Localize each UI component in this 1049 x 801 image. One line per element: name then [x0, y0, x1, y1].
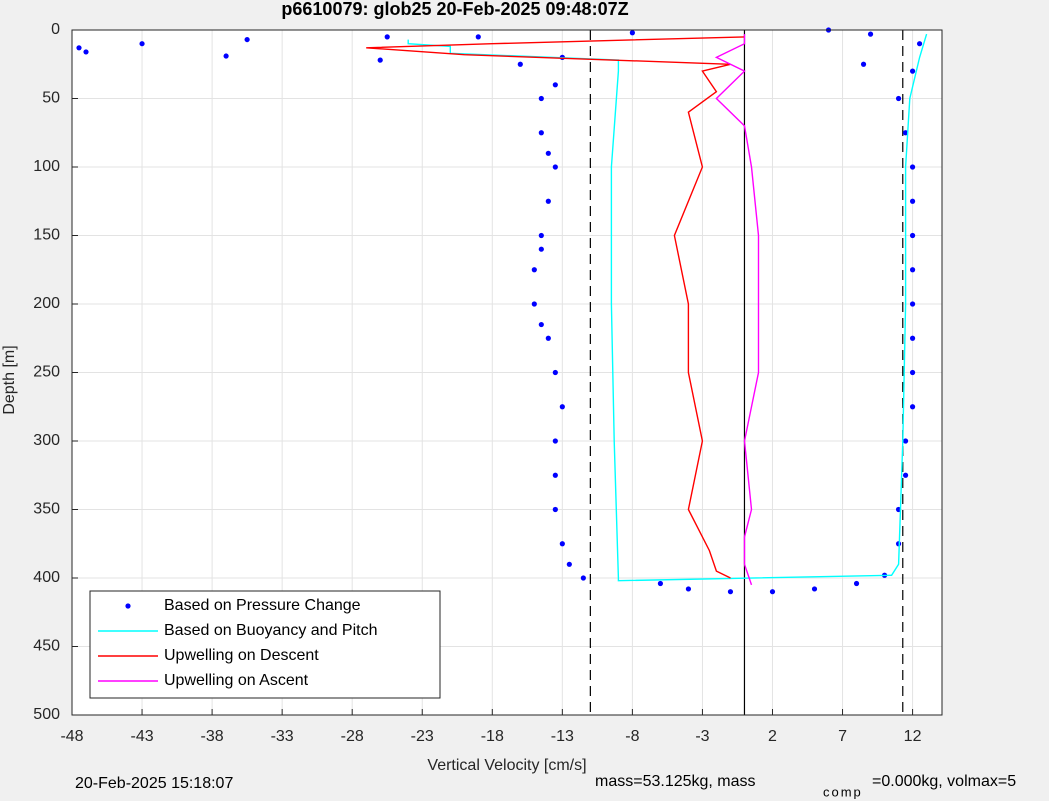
y-tick-label: 400: [33, 569, 60, 586]
data-point: [538, 246, 544, 252]
x-axis-label: Vertical Velocity [cm/s]: [427, 757, 586, 774]
data-point: [545, 198, 551, 204]
data-point: [867, 31, 874, 37]
x-tick-label: -43: [130, 728, 153, 745]
chart-title: p6610079: glob25 20-Feb-2025 09:48:07Z: [281, 0, 628, 19]
x-tick-label: 7: [838, 728, 847, 745]
data-point: [559, 404, 565, 410]
data-point: [538, 232, 544, 239]
data-point: [223, 53, 229, 59]
y-tick-label: 350: [33, 501, 60, 518]
data-point: [916, 41, 923, 47]
x-tick-label: -28: [341, 728, 364, 745]
data-point: [580, 575, 586, 581]
data-point: [895, 95, 902, 102]
data-point: [909, 369, 916, 376]
data-point: [552, 82, 558, 88]
data-point: [902, 472, 909, 478]
x-tick-label: -33: [271, 728, 294, 745]
y-tick-label: 150: [33, 227, 60, 244]
legend-label: Based on Buoyancy and Pitch: [164, 622, 377, 639]
data-point: [552, 164, 558, 170]
data-point: [552, 438, 558, 444]
x-tick-label: -8: [625, 728, 639, 745]
data-point: [83, 49, 89, 55]
data-point: [909, 232, 916, 239]
footer-timestamp: 20-Feb-2025 15:18:07: [75, 775, 233, 792]
data-line: [366, 36, 745, 579]
data-point: [769, 589, 776, 595]
data-point: [685, 586, 692, 592]
footer-subscript: comp: [823, 784, 863, 799]
data-point: [538, 95, 544, 102]
data-point: [377, 57, 383, 63]
y-tick-label: 200: [33, 295, 60, 312]
data-point: [909, 267, 916, 273]
x-tick-label: -18: [481, 728, 504, 745]
data-point: [909, 335, 916, 341]
legend-label: Based on Pressure Change: [164, 597, 361, 614]
data-point: [909, 301, 916, 307]
data-line: [714, 34, 760, 586]
data-point: [811, 586, 818, 592]
legend-symbol: [125, 603, 131, 609]
x-tick-label: -23: [411, 728, 434, 745]
y-axis-label: Depth [m]: [1, 345, 18, 414]
data-point: [531, 301, 537, 307]
y-tick-label: 100: [33, 158, 60, 175]
data-point: [902, 438, 909, 444]
data-point: [860, 61, 867, 67]
data-point: [909, 164, 916, 170]
data-point: [566, 561, 572, 567]
data-point: [552, 472, 558, 478]
data-point: [909, 198, 916, 204]
data-point: [727, 589, 734, 595]
data-point: [902, 130, 909, 136]
x-tick-label: 12: [904, 728, 922, 745]
data-point: [657, 580, 664, 587]
data-point: [853, 580, 860, 587]
x-tick-label: 2: [768, 728, 777, 745]
y-tick-label: 300: [33, 432, 60, 449]
x-tick-label: -48: [60, 728, 83, 745]
data-point: [244, 36, 250, 43]
data-point: [629, 30, 635, 36]
data-point: [909, 68, 916, 74]
x-tick-label: -38: [201, 728, 224, 745]
legend-box: [89, 590, 441, 699]
legend-label: Upwelling on Descent: [164, 647, 319, 664]
legend-label: Upwelling on Ascent: [164, 672, 309, 689]
y-tick-label: 0: [51, 21, 60, 38]
data-point: [545, 335, 551, 341]
data-point: [538, 321, 544, 328]
y-tick-label: 450: [33, 638, 60, 655]
data-point: [538, 130, 544, 136]
data-point: [552, 369, 558, 376]
axes-box: [71, 29, 943, 716]
y-tick-label: 500: [33, 706, 60, 723]
x-tick-label: -13: [551, 728, 574, 745]
y-tick-label: 50: [42, 90, 60, 107]
data-point: [909, 404, 916, 410]
x-tick-label: -3: [695, 728, 709, 745]
data-point: [559, 541, 565, 547]
data-point: [384, 34, 390, 40]
data-point: [552, 506, 558, 513]
data-point: [531, 267, 537, 273]
footer-mass-rest: =0.000kg, volmax=5: [872, 773, 1016, 790]
data-point: [475, 34, 481, 40]
y-tick-label: 250: [33, 364, 60, 381]
data-point: [139, 41, 145, 47]
data-point: [545, 150, 551, 156]
data-point: [76, 45, 82, 51]
data-point: [517, 61, 523, 67]
footer-mass: mass=53.125kg, mass: [595, 773, 756, 790]
